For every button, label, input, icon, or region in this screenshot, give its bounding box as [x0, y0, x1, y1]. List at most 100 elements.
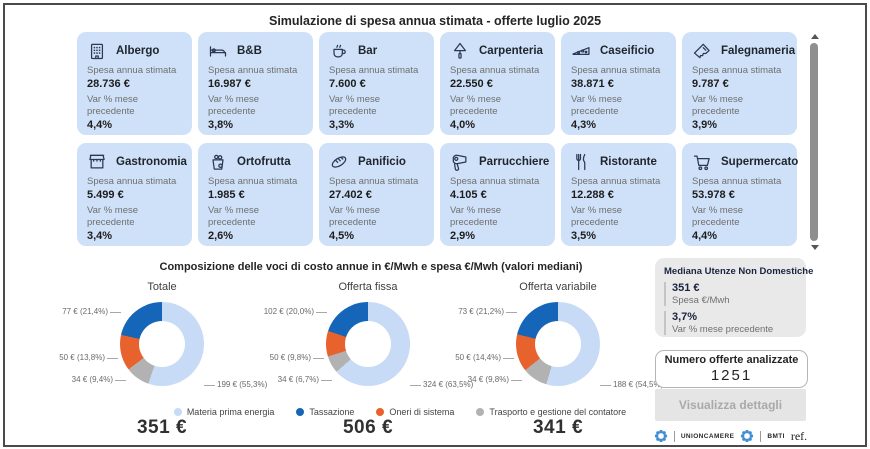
logo-divider: [760, 430, 762, 442]
kpi-label: Spesa annua stimata: [329, 176, 419, 187]
donut-total-value: 341 €: [532, 417, 584, 438]
slice-label-trasporto: 34 € (9,4%): [71, 375, 127, 384]
donut-ring[interactable]: [326, 302, 410, 386]
kpi-label: Spesa annua stimata: [329, 65, 419, 76]
kpi-label: Var % mese precedente: [87, 93, 139, 117]
legend-dot-tassazione: [296, 408, 305, 416]
kpi-card-panificio[interactable]: Panificio Spesa annua stimata 27.402 € V…: [319, 143, 434, 246]
kpi-value: 12.288 €: [571, 188, 614, 201]
legend-label: Tassazione: [309, 407, 355, 417]
bread-icon: [331, 156, 347, 168]
kpi-card-gastronomia[interactable]: Gastronomia Spesa annua stimata 5.499 € …: [77, 143, 192, 246]
scroll-down-arrow-icon[interactable]: [811, 245, 819, 250]
kpi-value: 28.736 €: [87, 77, 130, 90]
median-spesa-value: 351 €: [672, 282, 700, 294]
kpi-card-albergo[interactable]: Albergo Spesa annua stimata 28.736 € Var…: [77, 32, 192, 135]
kpi-card-parrucchiere[interactable]: Parrucchiere Spesa annua stimata 4.105 €…: [440, 143, 555, 246]
card-title: Panificio: [358, 156, 406, 168]
deli-counter-icon: [89, 154, 105, 169]
kpi-var-value: 3,9%: [692, 118, 718, 131]
kpi-card-carpenteria[interactable]: Carpenteria Spesa annua stimata 22.550 €…: [440, 32, 555, 135]
kpi-label: Spesa annua stimata: [450, 176, 540, 187]
donut-total-value: 351 €: [136, 417, 188, 438]
legend-item-materia[interactable]: Materia prima energia: [173, 407, 275, 417]
card-title: B&B: [237, 45, 262, 57]
legend-item-oneri[interactable]: Oneri di sistema: [376, 407, 454, 417]
slice-label-materia: 199 € (55,3%): [203, 380, 268, 389]
kpi-cards-grid: Albergo Spesa annua stimata 28.736 € Var…: [77, 32, 799, 246]
legend-item-tassazione[interactable]: Tassazione: [296, 407, 354, 417]
kpi-label: Spesa annua stimata: [571, 176, 661, 187]
median-spesa-label: Spesa €/Mwh: [672, 295, 730, 306]
kpi-label: Spesa annua stimata: [692, 65, 782, 76]
median-var-label: Var % mese precedente: [672, 324, 774, 335]
slice-label-tassazione: 73 € (21,2%): [458, 307, 517, 316]
kpi-card-supermercato[interactable]: Supermercato Spesa annua stimata 53.978 …: [682, 143, 798, 246]
kpi-var-value: 3,3%: [329, 118, 355, 131]
kpi-label: Spesa annua stimata: [208, 176, 298, 187]
donut-chart-totale: Totale 77 € (21,4%) 50 € (13,8%) 34 € (9…: [52, 281, 272, 446]
kpi-label: Var % mese precedente: [692, 93, 744, 117]
cheese-icon: [572, 47, 590, 55]
legend-dot-materia: [173, 408, 182, 416]
slice-label-materia: 188 € (54,5%): [599, 380, 664, 389]
page-title: Simulazione di spesa annua stimata - off…: [268, 14, 602, 28]
kpi-var-value: 3,5%: [571, 229, 597, 242]
kpi-label: Spesa annua stimata: [450, 65, 540, 76]
kpi-card-ortofrutta[interactable]: Ortofrutta Spesa annua stimata 1.985 € V…: [198, 143, 313, 246]
kpi-value: 4.105 €: [450, 188, 487, 201]
scroll-up-arrow-icon[interactable]: [811, 34, 819, 39]
scrollbar-thumb[interactable]: [810, 43, 818, 241]
donut-chart-offerta-variabile: Offerta variabile 73 € (21,2%) 50 € (14,…: [448, 281, 668, 446]
offers-analyzed-value: 1251: [710, 367, 753, 384]
kpi-value: 9.787 €: [692, 77, 729, 90]
trowel-icon: [453, 42, 467, 59]
donut-section-title: Composizione delle voci di costo annue i…: [159, 261, 583, 273]
card-title: Caseificio: [600, 45, 655, 57]
donut-title: Totale: [147, 281, 177, 293]
view-details-button[interactable]: Visualizza dettagli: [655, 389, 806, 421]
kpi-card-ristorante[interactable]: Ristorante Spesa annua stimata 12.288 € …: [561, 143, 676, 246]
kpi-value: 5.499 €: [87, 188, 124, 201]
donut-ring[interactable]: [516, 302, 600, 386]
kpi-var-value: 4,0%: [450, 118, 476, 131]
kpi-label: Var % mese precedente: [692, 204, 744, 228]
fruit-basket-icon: [212, 154, 224, 170]
slice-label-oneri: 50 € (13,8%): [59, 353, 118, 362]
kpi-card-bar[interactable]: Bar Spesa annua stimata 7.600 € Var % me…: [319, 32, 434, 135]
hairdryer-icon: [452, 154, 467, 171]
slice-label-tassazione: 102 € (20,0%): [263, 307, 328, 316]
median-var-value: 3,7%: [672, 311, 698, 323]
card-title: Carpenteria: [479, 45, 543, 57]
legend-item-trasporto[interactable]: Trasporto e gestione del contatore: [476, 407, 626, 417]
slice-label-oneri: 50 € (14,4%): [455, 353, 514, 362]
legend-label: Materia prima energia: [186, 407, 275, 417]
kpi-label: Spesa annua stimata: [87, 65, 177, 76]
kpi-value: 16.987 €: [208, 77, 251, 90]
kpi-label: Var % mese precedente: [208, 93, 260, 117]
kpi-card-caseificio[interactable]: Caseificio Spesa annua stimata 38.871 € …: [561, 32, 676, 135]
kpi-card-falegnameria[interactable]: Falegnameria Spesa annua stimata 9.787 €…: [682, 32, 797, 135]
unioncamere-rosette-icon: [654, 429, 667, 443]
kpi-var-value: 4,5%: [329, 229, 355, 242]
donut-chart-offerta-fissa: Offerta fissa 102 € (20,0%) 50 € (9,8%) …: [258, 281, 478, 446]
offers-analyzed-box: Numero offerte analizzate 1251: [655, 350, 808, 388]
donut-ring[interactable]: [120, 302, 204, 386]
saw-icon: [693, 43, 710, 59]
footer-logos: UNIONCAMERE BMTI ref.: [653, 426, 808, 446]
card-title: Albergo: [116, 45, 160, 57]
slice-label-oneri: 50 € (9,8%): [269, 353, 325, 362]
cards-scrollbar[interactable]: [809, 34, 820, 250]
legend-label: Trasporto e gestione del contatore: [489, 407, 627, 417]
donut-title: Offerta variabile: [519, 281, 597, 293]
kpi-card-bb[interactable]: B&B Spesa annua stimata 16.987 € Var % m…: [198, 32, 313, 135]
kpi-value: 27.402 €: [329, 188, 372, 201]
chart-legend: Materia prima energia Tassazione Oneri d…: [80, 407, 720, 417]
slice-label-trasporto: 34 € (9,8%): [467, 375, 523, 384]
donut-total-value: 506 €: [342, 417, 394, 438]
kpi-label: Var % mese precedente: [87, 204, 139, 228]
median-card[interactable]: Mediana Utenze Non Domestiche 351 € Spes…: [655, 258, 813, 337]
kpi-var-value: 2,9%: [450, 229, 476, 242]
slice-label-materia: 324 € (63,5%): [409, 380, 474, 389]
kpi-label: Var % mese precedente: [571, 93, 623, 117]
